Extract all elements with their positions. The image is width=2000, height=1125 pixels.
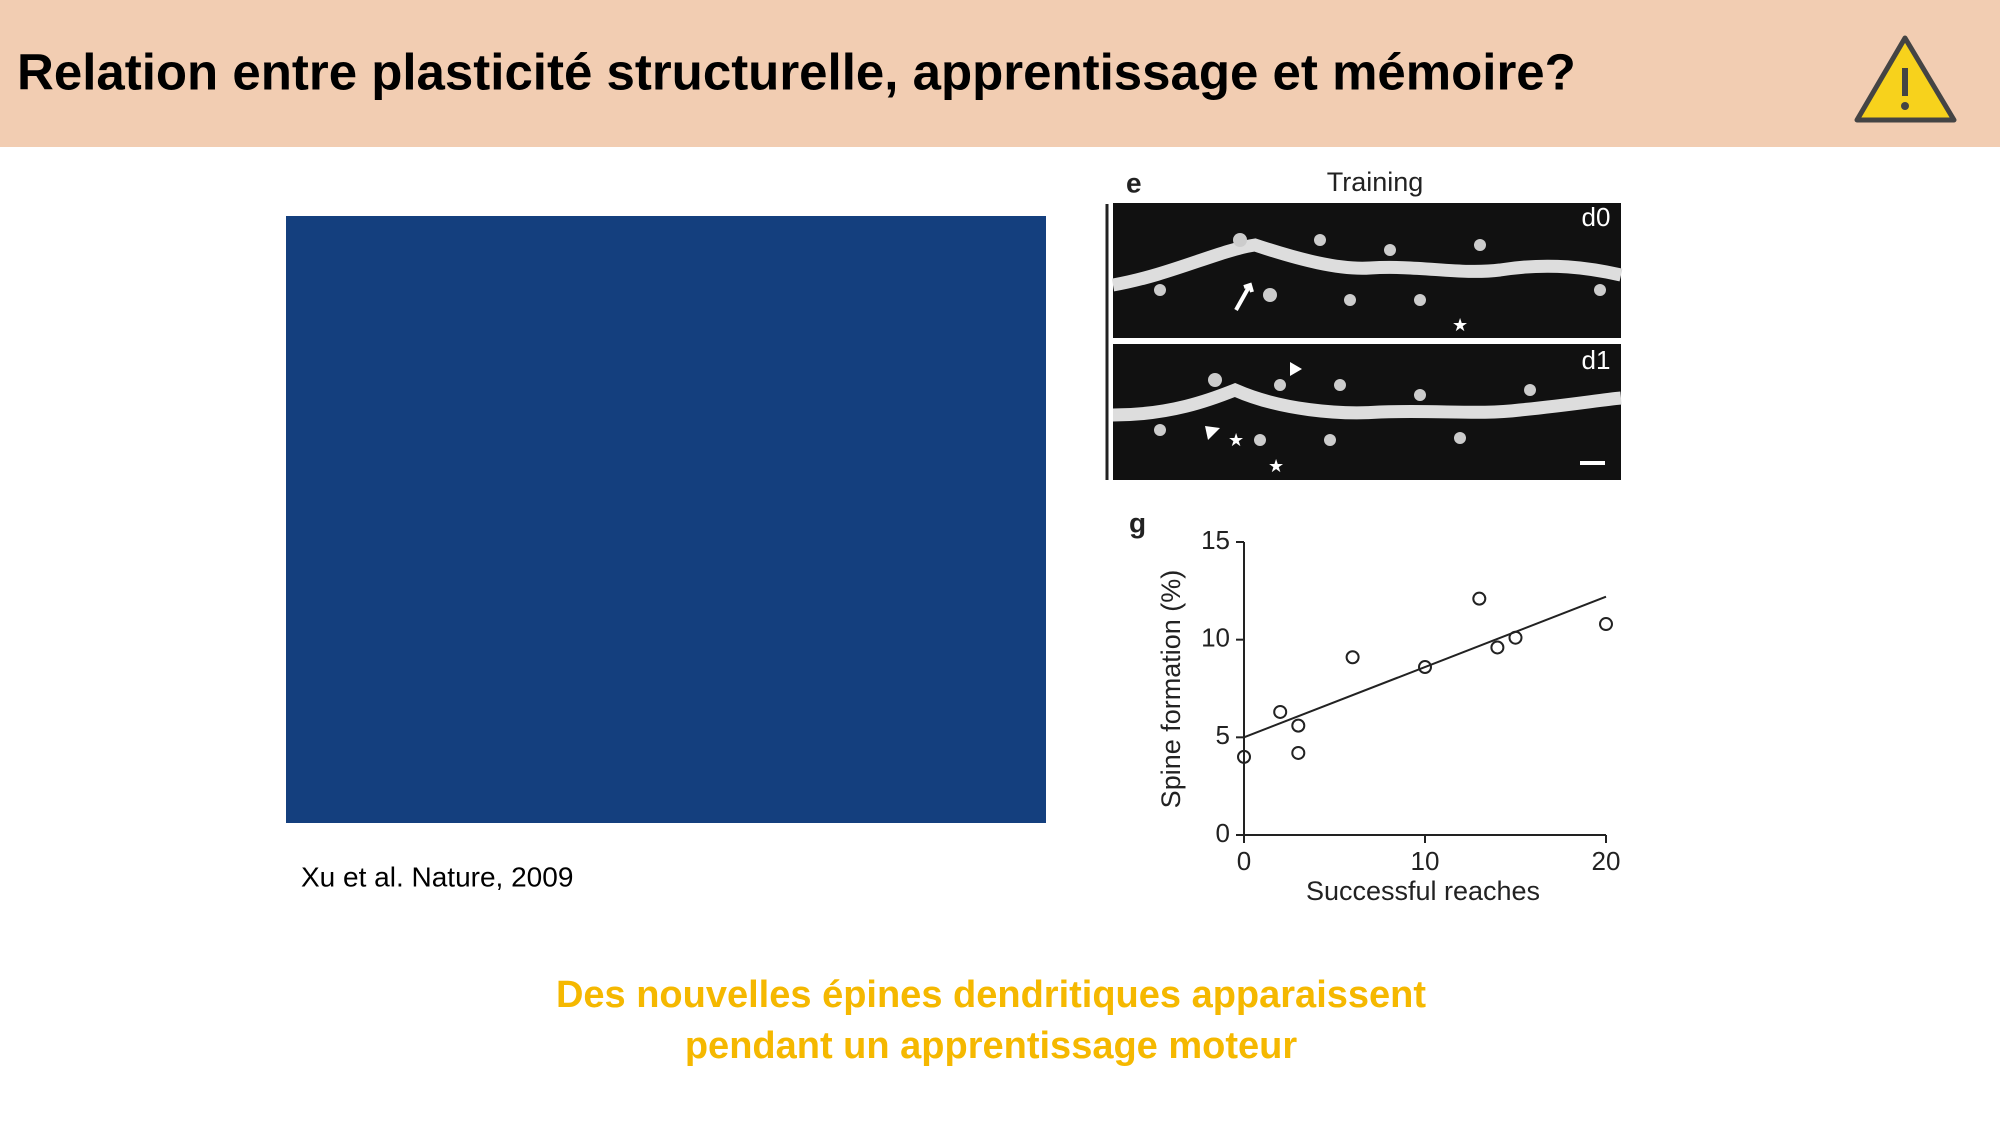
panel-label: g [1129, 507, 1146, 538]
y-tick-label: 10 [1201, 623, 1230, 653]
scatter-point [1237, 749, 1251, 764]
svg-text:★: ★ [1228, 430, 1244, 450]
caption-line: Des nouvelles épines dendritiques appara… [556, 974, 1426, 1016]
image-label: d1 [1582, 345, 1611, 375]
video-placeholder [286, 216, 1046, 823]
x-tick-label: 10 [1411, 846, 1440, 876]
scatter-point [1273, 704, 1288, 719]
scatter-point [1599, 617, 1613, 632]
scatter-point [1508, 630, 1523, 645]
y-axis-label: Spine formation (%) [1156, 570, 1186, 809]
scatter-point [1418, 660, 1432, 675]
caption-line: pendant un apprentissage moteur [685, 1025, 1298, 1067]
y-tick-label: 0 [1216, 818, 1230, 848]
x-axis-label: Successful reaches [1306, 876, 1540, 906]
x-tick-label: 0 [1237, 846, 1251, 876]
scatter-point [1490, 640, 1505, 655]
scatter-point [1345, 650, 1360, 665]
micrograph: ★ d0 [1111, 202, 1623, 338]
x-tick-label: 20 [1592, 846, 1621, 876]
svg-text:★: ★ [1268, 456, 1284, 476]
y-tick-label: 15 [1201, 525, 1230, 555]
image-label: d0 [1582, 202, 1611, 232]
slide-title: Relation entre plasticité structurelle, … [17, 43, 1576, 100]
y-tick-label: 5 [1216, 720, 1230, 750]
micrograph: ★ ★ d1 [1112, 344, 1622, 480]
svg-text:★: ★ [1452, 315, 1468, 335]
panel-label: e [1126, 167, 1142, 198]
scatter-point [1291, 745, 1306, 760]
warning-icon [1854, 35, 1957, 123]
citation: Xu et al. Nature, 2009 [301, 861, 573, 892]
scatter-point [1472, 591, 1487, 606]
scatter-point [1291, 718, 1306, 733]
panel-title: Training [1327, 167, 1424, 197]
header-bar [0, 0, 2000, 147]
fit-line [1243, 595, 1607, 739]
